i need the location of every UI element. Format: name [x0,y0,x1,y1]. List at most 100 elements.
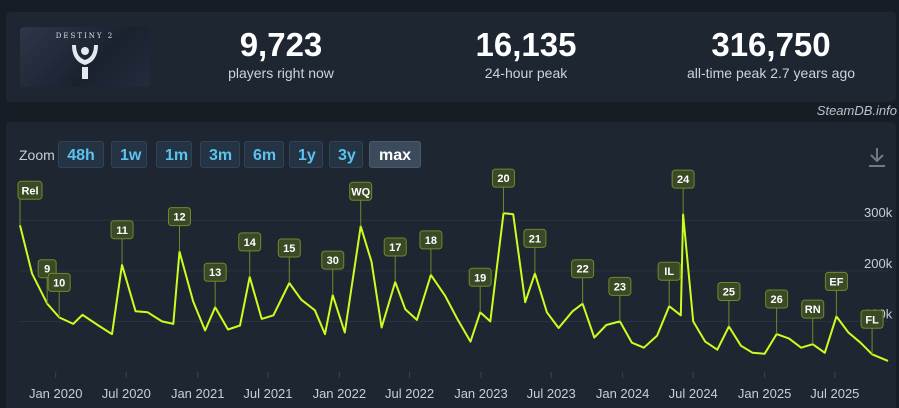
annotation-box [491,168,515,188]
zoom-3m-button[interactable]: 3m [200,141,240,168]
annotation-box [419,230,443,250]
annotation-marker[interactable]: EF [824,271,848,317]
annotation-box [671,169,695,189]
annotation-box [238,232,262,252]
logo-text: DESTINY 2 [55,32,115,40]
annotation-label: 18 [425,235,437,247]
annotation-label: 20 [497,173,509,185]
chart-grid [20,219,888,322]
x-tick-label: Jan 2023 [454,386,508,401]
annotation-box [765,289,789,309]
annotation-box [349,181,373,201]
annotation-box [801,299,825,319]
destiny-logo-icon [72,45,98,79]
annotation-marker[interactable]: 18 [419,230,443,275]
annotation-marker[interactable]: FL [860,309,884,355]
zoom-1m-button[interactable]: 1m [156,141,192,168]
steamdb-credit[interactable]: SteamDB.info [816,103,897,118]
annotation-label: 10 [53,277,65,289]
annotation-box [571,259,595,279]
annotation-marker[interactable]: 24 [671,169,695,215]
annotation-box [167,207,191,227]
annotation-label: 15 [283,243,295,255]
annotation-box [860,309,884,329]
zoom-48h-button[interactable]: 48h [58,141,104,168]
annotation-marker[interactable]: 25 [717,281,741,327]
annotation-marker[interactable]: Rel [17,180,43,226]
annotation-label: Rel [21,185,38,197]
annotation-marker[interactable]: IL [657,261,681,307]
y-tick-label: 200k [864,256,893,271]
series-line [19,212,889,362]
x-tick-label: Jan 2024 [596,386,650,401]
zoom-max-button[interactable]: max [369,141,421,168]
annotation-marker[interactable]: 26 [765,289,789,335]
stat-value: 16,135 [475,26,577,63]
annotation-marker[interactable]: 12 [167,207,191,252]
x-axis-ticks: Jan 2020 Jul 2020 Jan 2021 Jul 2021 Jan 2022… [29,372,859,401]
annotation-marker[interactable]: RN [801,299,825,345]
y-axis-ticks: 100k200k300k [864,205,893,321]
annotation-box [717,281,741,301]
zoom-3y-button[interactable]: 3y [329,141,363,168]
annotation-marker[interactable]: 14 [238,232,262,277]
download-icon[interactable] [868,146,886,168]
annotation-marker[interactable]: 19 [468,267,492,313]
zoom-1y-button[interactable]: 1y [289,141,323,168]
stat-label: 24-hour peak [484,65,568,81]
stat-24h-peak: 16,135 24-hour peak [451,26,601,82]
annotation-label: 25 [723,286,735,298]
annotation-label: 26 [771,294,783,306]
annotation-label: RN [805,304,821,316]
x-tick-label: Jan 2022 [313,386,367,401]
annotation-marker[interactable]: 17 [383,237,407,282]
stats-bar: DESTINY 2 9,723 players right now 16,135… [6,12,896,102]
stat-value: 316,750 [711,26,831,63]
zoom-1w-button[interactable]: 1w [111,141,147,168]
stat-label: all-time peak 2.7 years ago [686,65,856,81]
game-logo[interactable]: DESTINY 2 [20,27,150,87]
annotation-label: IL [664,266,674,278]
annotation-label: 22 [577,264,589,276]
annotation-box [383,237,407,257]
x-tick-label: Jul 2023 [527,386,576,401]
annotation-marker[interactable]: 30 [321,250,345,296]
annotation-label: EF [829,276,843,288]
annotation-marker[interactable]: 10 [47,272,71,318]
annotation-label: 13 [209,267,221,279]
x-tick-label: Jan 2025 [738,386,792,401]
x-tick-label: Jul 2021 [243,386,292,401]
annotation-label: 17 [389,242,401,254]
annotation-marker[interactable]: 15 [277,238,301,283]
annotation-box [523,228,547,248]
stat-players-now: 9,723 players right now [211,26,351,82]
annotation-box [824,271,848,291]
stat-all-time-peak: 316,750 all-time peak 2.7 years ago [666,26,876,82]
annotation-box [468,267,492,287]
annotation-marker[interactable]: 22 [571,259,595,304]
zoom-6m-button[interactable]: 6m [244,141,284,168]
annotation-box [277,238,301,258]
annotation-marker[interactable]: 21 [523,228,547,274]
annotation-marker[interactable]: 11 [110,220,134,265]
annotation-box [608,276,632,296]
annotation-label: 14 [244,237,257,249]
zoom-label: Zoom [19,147,55,163]
annotation-marker[interactable]: 13 [203,262,227,308]
stat-value: 9,723 [239,26,323,63]
x-tick-label: Jul 2025 [810,386,859,401]
x-tick-label: Jul 2020 [102,386,151,401]
x-tick-label: Jan 2020 [29,386,83,401]
chart-annotations: Rel 910 11 12 13 14 15 30 WQ 17 18 19 20 21 22 23 IL 24 25… [17,168,884,355]
x-tick-label: Jan 2021 [171,386,225,401]
annotation-marker[interactable]: WQ [349,181,373,227]
y-tick-label: 300k [864,205,893,220]
annotation-box [203,262,227,282]
annotation-marker[interactable]: 20 [491,168,515,214]
annotation-label: 21 [529,233,541,245]
x-tick-label: Jul 2022 [385,386,434,401]
annotation-label: 9 [44,264,50,276]
annotation-marker[interactable]: 23 [608,276,632,322]
annotation-box [321,250,345,270]
